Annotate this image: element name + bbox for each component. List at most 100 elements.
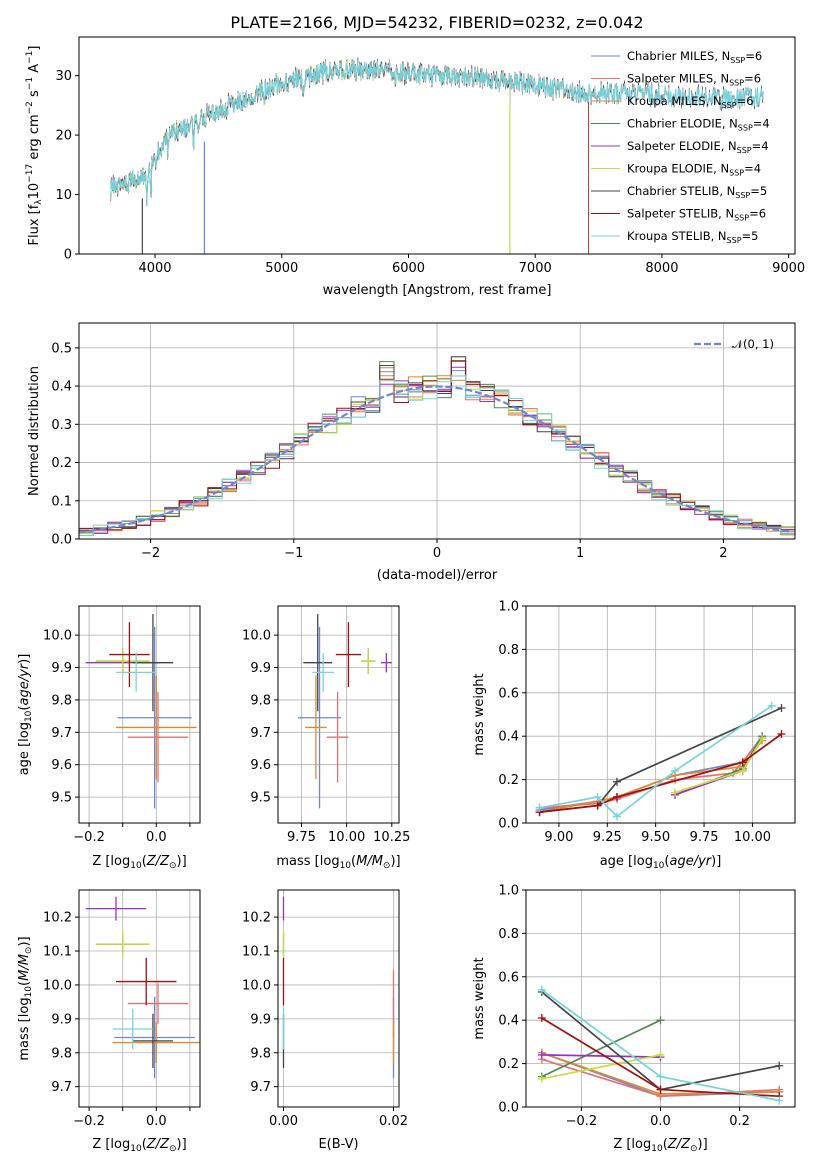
label-part: (	[663, 1137, 668, 1152]
legend-entry: 𝒩(0, 1)	[732, 337, 774, 351]
y-tick-label: 0.0	[51, 533, 72, 548]
legend-value: 6	[754, 72, 761, 86]
legend-value: 4	[761, 139, 768, 153]
label-part: −2	[25, 101, 35, 114]
label-part: )]	[177, 854, 187, 869]
legend-value: 5	[751, 229, 758, 243]
spectrum-line	[110, 59, 511, 254]
legend-text: , N	[719, 184, 735, 198]
errorbar-point	[112, 1008, 153, 1050]
plot-area	[297, 614, 392, 809]
y-tick-label: 10.1	[242, 945, 271, 960]
label-part: Z/Z	[667, 1137, 691, 1152]
normal-curve	[78, 385, 793, 534]
errorbar-point	[114, 996, 195, 1079]
weight-marker	[671, 766, 680, 775]
figure-title: PLATE=2166, MJD=54232, FIBERID=0232, z=0…	[230, 13, 643, 32]
legend-entry: Chabrier ELODIE, NSSP=4	[627, 117, 770, 133]
errorbar-point	[361, 648, 376, 675]
legend-text: , N	[714, 49, 730, 63]
spectrum-line-top	[110, 59, 764, 205]
x-tick-label: 0.0	[146, 830, 167, 845]
x-axis-label: Z [log10(Z/Z⊙)]	[613, 1137, 707, 1154]
weight-line	[674, 737, 763, 794]
errorbar-point	[305, 675, 327, 780]
legend-value: 6	[759, 207, 766, 221]
weight-marker	[537, 1050, 546, 1059]
label-part: Z [log	[613, 1137, 651, 1152]
weight-line	[541, 1054, 661, 1080]
y-tick-label: 10.0	[43, 629, 72, 644]
x-tick-label: 0.02	[379, 1114, 408, 1129]
legend-value: 6	[755, 49, 762, 63]
y-tick-label: 10.0	[43, 978, 72, 993]
label-part: age/yr	[669, 854, 712, 869]
y-tick-label: 0.4	[498, 1014, 519, 1029]
y-tick-label: 0.8	[498, 643, 519, 658]
label-part: age/yr	[17, 662, 32, 705]
label-part: )]	[711, 854, 721, 869]
legend-text: =	[742, 229, 752, 243]
label-part: )]	[177, 1137, 187, 1152]
y-tick-label: 9.7	[51, 726, 72, 741]
label-part: Z [log	[92, 854, 130, 869]
plot-area	[535, 701, 786, 821]
label-part: 10	[340, 861, 352, 871]
x-axis-label: Z [log10(Z/Z⊙)]	[92, 1137, 186, 1154]
legend-text: =	[737, 94, 747, 108]
y-tick-label: 10.0	[242, 978, 271, 993]
y-tick-label: 9.9	[250, 661, 271, 676]
legend-name: Salpeter STELIB	[627, 207, 718, 221]
weight-line	[541, 1019, 661, 1078]
errorbar-point	[335, 622, 362, 687]
y-tick-label: 0.8	[498, 927, 519, 942]
y-tick-label: 10.2	[242, 911, 271, 926]
legend: 𝒩(0, 1)	[694, 337, 774, 351]
x-tick-label: 5000	[265, 261, 298, 276]
label-part: Z/Z	[146, 854, 170, 869]
errorbar-point	[115, 675, 197, 780]
axes-frame	[277, 605, 400, 824]
plot-area	[282, 896, 395, 1079]
label-part: 10	[651, 1144, 663, 1154]
chart-age_vs_Z: −0.2 0.09.59.69.79.89.910.0Z [log10(Z/Z⊙)…	[17, 605, 201, 871]
weight-marker	[593, 792, 602, 801]
legend-sub: SSP	[738, 124, 753, 133]
weight-marker	[775, 1061, 784, 1070]
y-tick-label: 0.5	[51, 341, 72, 356]
x-axis-label: Z [log10(Z/Z⊙)]	[92, 854, 186, 871]
y-tick-label: 0.4	[51, 380, 72, 395]
spectrum-line	[110, 59, 589, 254]
y-tick-label: 9.8	[250, 693, 271, 708]
y-tick-label: 9.6	[51, 758, 72, 773]
label-part: 10	[27, 183, 42, 200]
errorbar-point	[312, 652, 334, 692]
label-part: )]	[390, 854, 400, 869]
label-part: s	[27, 90, 42, 101]
label-part: ⊙	[690, 1144, 698, 1154]
y-tick-label: 10	[55, 188, 72, 203]
errorbar-point	[303, 614, 333, 712]
weight-line	[539, 737, 763, 809]
y-tick-label: 9.6	[250, 758, 271, 773]
residual-histogram	[79, 375, 795, 537]
legend-entry: Kroupa STELIB, NSSP=5	[627, 229, 759, 245]
label-part: M/M	[356, 854, 383, 869]
label-part: ⊙	[169, 1144, 177, 1154]
errorbar-point	[132, 1013, 174, 1069]
label-part: ]	[27, 46, 42, 51]
label-part: A	[27, 64, 42, 77]
x-tick-label: 9.50	[641, 830, 670, 845]
label-part: (	[142, 854, 147, 869]
x-tick-label: −0.2	[73, 830, 105, 845]
plot-area	[85, 614, 197, 809]
x-tick-label: −1	[284, 546, 303, 561]
chart-residuals: −2 −1 0 1 2 0.0 0.1 0.2 0.3 0.4 0.5 (data-model)/er…	[27, 322, 796, 583]
chart-mass_vs_ebv: 0.00 0.02 9.7 9.8 9.9 10.0 10.1 10.2 E(B-V)	[242, 889, 408, 1152]
x-tick-label: 2	[719, 546, 727, 561]
legend-text: , N	[718, 207, 734, 221]
weight-marker	[738, 758, 747, 767]
y-tick-label: 0.0	[498, 1101, 519, 1116]
y-axis-label: mass weight	[472, 673, 487, 755]
errorbar-point	[117, 627, 192, 809]
